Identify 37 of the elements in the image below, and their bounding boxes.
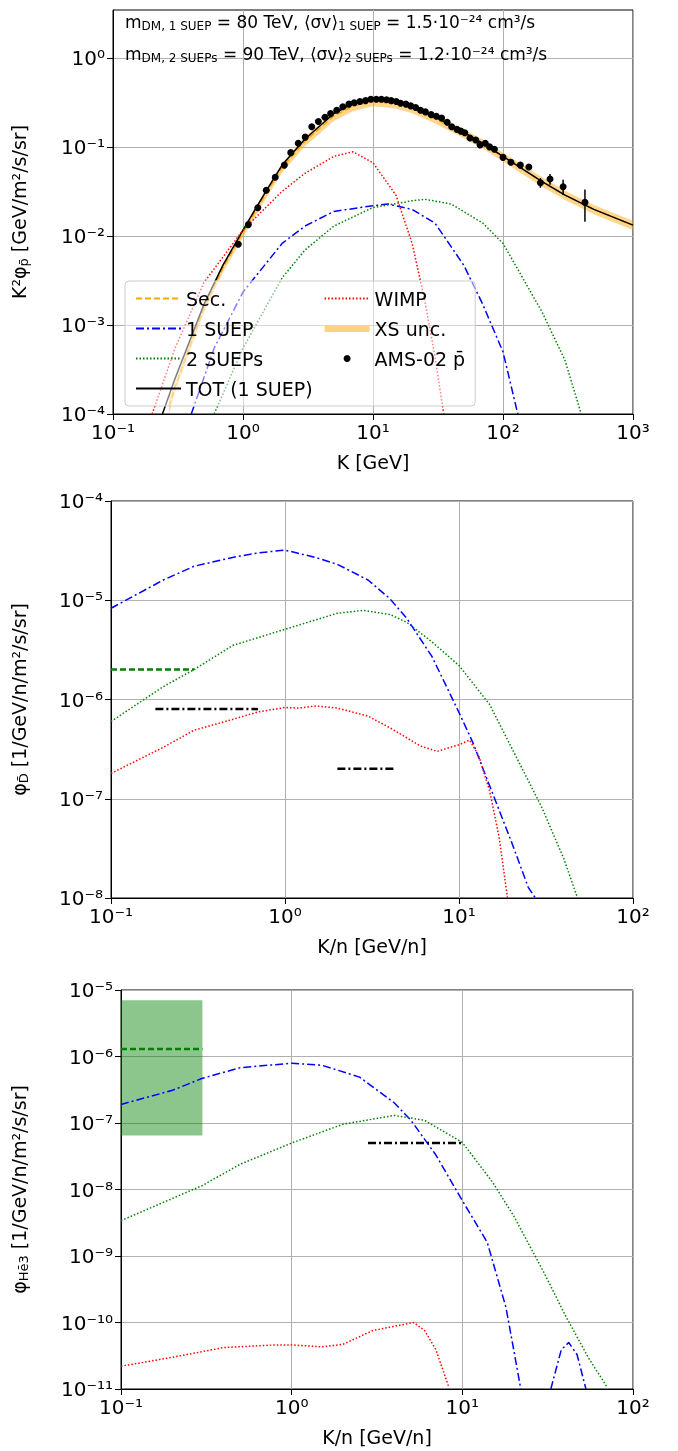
x-axis-title: K [GeV] [336,450,410,473]
y-tick-label: 10⁰ [71,46,105,71]
legend-label: AMS-02 p̄ [374,347,466,370]
x-axis-title: K/n [GeV/n] [317,934,427,957]
x-tick-label: 10¹ [442,904,476,928]
x-tick-label: 10⁰ [274,1395,309,1419]
y-axis-title: φD̄ [1/GeV/n/m²/s/sr] [8,603,31,796]
x-tick-label: 10¹ [445,1395,480,1419]
y-tick-label: 10⁻⁷ [68,1111,113,1135]
y-tick-label: 10⁻¹⁰ [60,1310,113,1335]
y-tick-label: 10⁻⁹ [68,1244,113,1268]
x-tick-label: 10³ [616,420,650,444]
legend-label: TOT (1 SUEP) [185,377,313,400]
y-tick-label: 10⁻⁷ [58,786,103,811]
x-tick-label: 10² [616,1395,650,1419]
legend-label: XS unc. [374,317,447,340]
x-tick-label: 10¹ [356,420,390,444]
y-tick-label: 10⁻³ [60,313,105,338]
x-tick-label: 10⁰ [268,904,302,928]
y-tick-label: 10⁻⁴ [58,489,103,513]
y-tick-label: 10⁻⁶ [68,1044,113,1069]
x-tick-label: 10⁰ [226,420,260,444]
x-tick-label: 10² [486,420,520,444]
y-tick-label: 10⁻⁵ [58,588,103,613]
y-tick-label: 10⁻⁶ [58,687,103,712]
y-tick-label: 10⁻⁸ [68,1177,113,1202]
legend-label: 2 SUEPs [186,347,264,370]
y-tick-label: 10⁻¹ [60,135,105,160]
y-tick-label: 10⁻⁵ [68,978,113,1002]
x-axis-title: K/n [GeV/n] [322,1425,432,1448]
y-tick-label: 10⁻² [60,224,105,249]
y-axis-title: K²φp̄ [GeV/m²/s/sr] [8,124,31,300]
y-axis-title: φHē3 [1/GeV/n/m²/s/sr] [8,1085,31,1294]
legend-label: WIMP [374,287,427,310]
legend-label: 1 SUEP [186,317,254,340]
x-tick-label: 10² [616,904,650,928]
legend-label: Sec. [186,287,227,310]
